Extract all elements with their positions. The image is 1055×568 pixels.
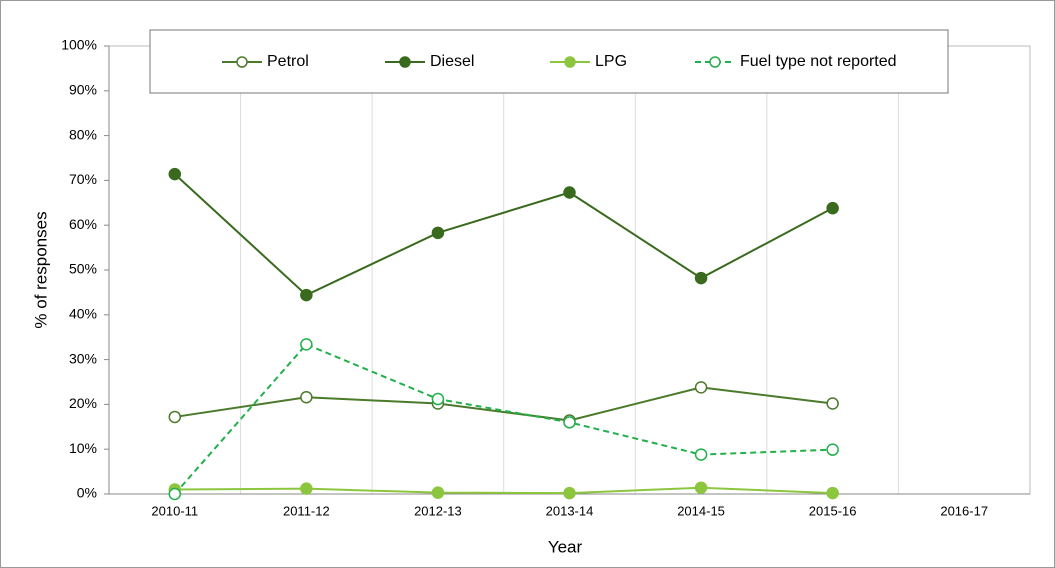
data-point	[300, 390, 313, 404]
series-line	[174, 173, 834, 297]
data-point	[431, 226, 445, 240]
data-point	[431, 392, 445, 406]
legend-marker	[564, 56, 576, 68]
data-point	[431, 486, 445, 499]
y-tick-label: 70%	[69, 171, 97, 187]
data-point	[694, 448, 708, 461]
data-point	[300, 288, 313, 302]
y-tick-label: 80%	[69, 126, 97, 142]
data-point	[826, 397, 839, 410]
legend-label: Petrol	[267, 53, 309, 70]
y-axis-title: % of responses	[31, 211, 50, 328]
data-point	[563, 186, 576, 199]
data-point	[826, 443, 839, 456]
legend-marker	[709, 56, 721, 68]
legend-marker	[236, 56, 248, 68]
data-point	[300, 338, 313, 351]
series-line	[174, 343, 833, 495]
series-line	[174, 486, 833, 495]
legend-box	[149, 29, 949, 94]
legend-label: Fuel type not reported	[740, 53, 897, 70]
y-tick-label: 50%	[69, 261, 97, 277]
x-tick-label: 2016-17	[940, 503, 988, 518]
x-tick-label: 2014-15	[677, 503, 725, 518]
y-tick-label: 60%	[69, 216, 97, 232]
data-point	[694, 271, 708, 285]
data-point	[563, 416, 576, 429]
y-tick-label: 30%	[69, 350, 97, 366]
x-tick-label: 2015-16	[809, 503, 857, 518]
legend-marker	[399, 56, 411, 68]
series-line	[174, 386, 833, 422]
legend-label: LPG	[595, 53, 627, 70]
data-point	[300, 482, 313, 495]
x-tick-label: 2012-13	[414, 503, 462, 518]
y-tick-label: 20%	[69, 395, 97, 411]
x-tick-label: 2011-12	[283, 503, 330, 518]
x-tick-label: 2013-14	[546, 503, 594, 518]
data-point	[694, 381, 708, 394]
x-axis-title: Year	[548, 537, 583, 556]
data-point	[694, 481, 708, 494]
data-point	[826, 486, 839, 500]
x-tick-label: 2010-11	[151, 503, 198, 518]
data-point	[168, 487, 182, 501]
data-point	[168, 410, 182, 424]
y-tick-label: 0%	[77, 485, 97, 501]
y-tick-label: 40%	[69, 306, 97, 322]
y-tick-label: 90%	[69, 82, 97, 98]
data-point	[563, 486, 576, 500]
y-tick-label: 100%	[61, 37, 97, 53]
data-point	[826, 201, 839, 215]
data-point	[168, 167, 182, 181]
y-tick-label: 10%	[69, 440, 97, 456]
legend-label: Diesel	[430, 53, 474, 70]
